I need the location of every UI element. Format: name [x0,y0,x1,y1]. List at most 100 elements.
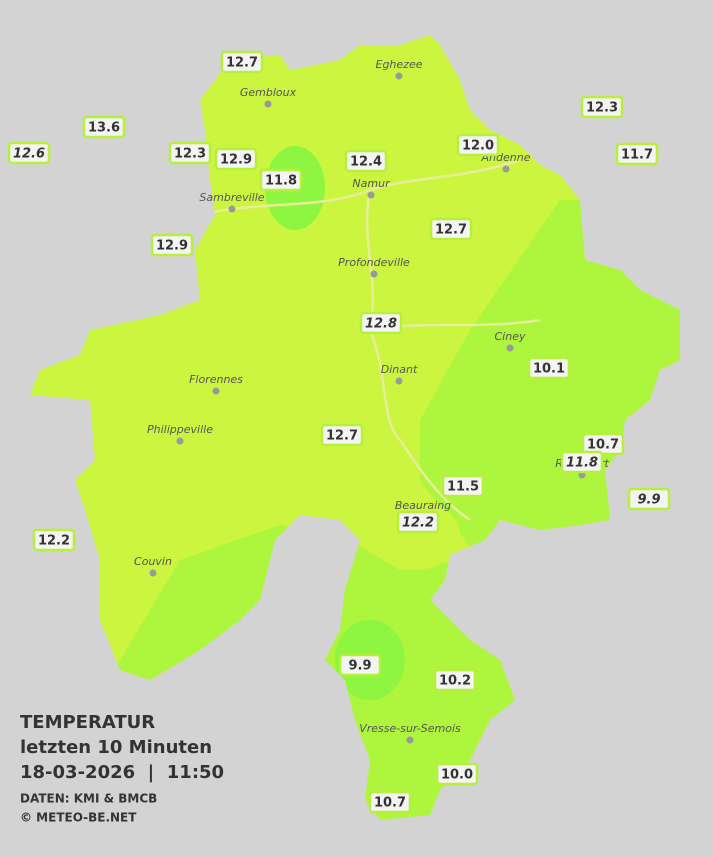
station-box [396,510,440,534]
station-box [7,141,51,165]
station-value: 10.7 [374,796,406,811]
station: 12.2 [396,510,440,534]
station-value: 12.7 [326,429,358,444]
city-dot [406,736,414,744]
city-dot [367,191,375,199]
city-label: Dinant [381,363,418,376]
station-value: 10.1 [533,362,565,377]
station-value: 12.3 [174,147,206,162]
station-value: 12.7 [435,223,467,238]
station: 10.2 [433,668,477,692]
station-value: 9.9 [348,659,371,674]
station-value: 12.9 [156,239,188,254]
station: 12.9 [214,147,258,171]
station: 12.7 [429,217,473,241]
station-box [429,217,473,241]
station-box [441,474,485,498]
station: 9.9 [627,487,671,511]
station-box [82,115,126,139]
map-period: letzten 10 Minuten [20,737,212,758]
station-box [214,147,258,171]
station: 12.2 [32,528,76,552]
station-box [320,423,364,447]
station: 9.9 [338,653,382,677]
station-box [580,95,624,119]
city-label: Sambreville [199,191,264,204]
station-value: 12.8 [365,317,397,332]
city-dot [502,165,510,173]
station-box [344,149,388,173]
station-value: 10.2 [439,674,471,689]
city-label: Profondeville [338,256,410,269]
station-value: 12.3 [586,101,618,116]
city-dot [370,270,378,278]
city-dot [176,437,184,445]
city-dot [395,377,403,385]
station-box [150,233,194,257]
city-dot [149,569,157,577]
station-value: 12.4 [350,155,382,170]
city-dot [228,205,236,213]
station: 12.8 [359,311,403,335]
station-box [368,790,412,814]
station: 10.7 [368,790,412,814]
station-box [338,653,382,677]
station-box [615,142,659,166]
station-box [359,311,403,335]
station: 11.7 [615,142,659,166]
map-copyright: © METEO-BE.NET [20,811,137,825]
city-label: Couvin [134,555,172,568]
city-label: Vresse-sur-Semois [359,722,461,735]
station-box [456,133,500,157]
station-box [433,668,477,692]
station-value: 10.0 [441,768,473,783]
city-dot [506,344,514,352]
station: 11.8 [560,450,604,474]
station: 10.0 [435,762,479,786]
station-box [560,450,604,474]
city-label: Ciney [495,330,526,343]
station-value: 9.9 [637,493,660,508]
city-label: Eghezee [376,58,423,71]
station: 12.3 [580,95,624,119]
station-box [627,487,671,511]
station-box [32,528,76,552]
station-value: 12.2 [38,534,70,549]
station: 11.8 [259,168,303,192]
city-label: Gembloux [240,86,297,99]
station-value: 13.6 [88,121,120,136]
station-value: 12.6 [13,147,45,162]
station-box [435,762,479,786]
map-title: TEMPERATUR [20,712,155,733]
station-value: 11.7 [621,148,653,163]
city-dot [212,387,220,395]
map-datetime: 18-03-2026 | 11:50 [20,762,224,783]
station-box [168,141,212,165]
station: 12.6 [7,141,51,165]
station: 10.7 [581,432,625,456]
station: 12.7 [220,50,264,74]
city-label: Namur [352,177,391,190]
station-box [220,50,264,74]
map-source: DATEN: KMI & BMCB [20,792,157,806]
station: 11.5 [441,474,485,498]
city-dot [264,100,272,108]
station-value: 11.5 [447,480,479,495]
station-value: 11.8 [265,174,297,189]
station-value: 12.0 [462,139,494,154]
station: 12.9 [150,233,194,257]
station: 12.3 [168,141,212,165]
station: 10.1 [527,356,571,380]
city-dot [395,72,403,80]
city-label: Florennes [189,373,243,386]
station: 12.0 [456,133,500,157]
station-value: 10.7 [587,438,619,453]
station-value: 12.2 [402,516,434,531]
station: 12.7 [320,423,364,447]
city-label: Philippeville [147,423,213,436]
station-box [527,356,571,380]
city-label: Beauraing [395,499,451,512]
station-value: 12.7 [226,56,258,71]
